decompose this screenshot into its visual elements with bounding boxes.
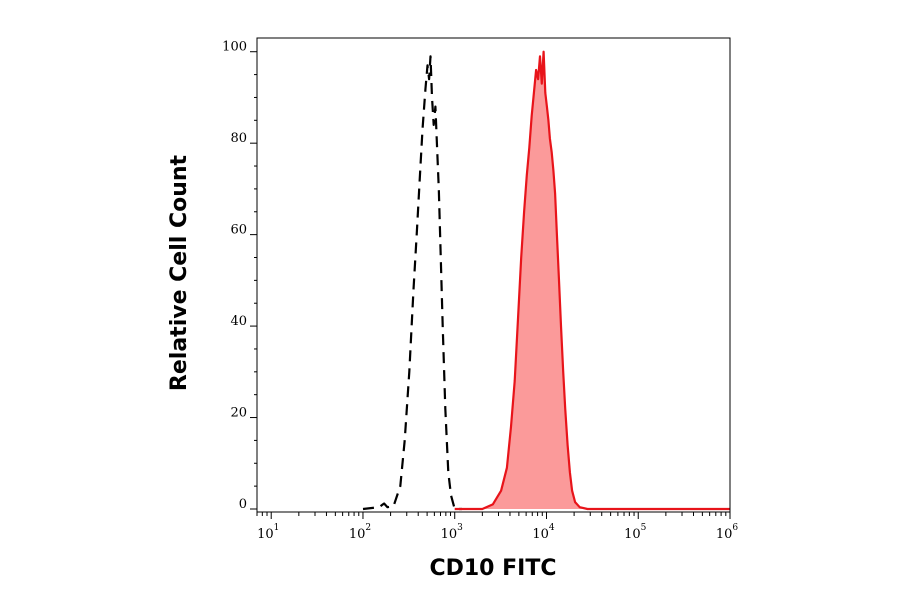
y-tick-label: 60 xyxy=(230,223,247,238)
series-fill-1 xyxy=(454,51,730,509)
x-axis: 101 102 103 104 105 106 xyxy=(256,512,739,542)
x-axis-title: CD10 FITC xyxy=(429,556,556,581)
series-layer xyxy=(362,50,730,511)
series-line-1 xyxy=(454,50,730,511)
x-tick-label: 103 xyxy=(441,523,464,542)
x-tick-label: 105 xyxy=(624,523,647,542)
y-tick-label: 40 xyxy=(230,314,247,329)
y-axis-title: Relative Cell Count xyxy=(167,154,192,391)
x-tick-label: 101 xyxy=(257,523,279,542)
y-axis: 0 20 40 60 80 100 xyxy=(222,40,257,512)
y-tick-label: 0 xyxy=(239,497,247,512)
series-line-0 xyxy=(362,55,462,511)
x-tick-label: 106 xyxy=(716,523,739,542)
y-tick-label: 20 xyxy=(230,406,247,421)
plot-frame xyxy=(256,37,731,513)
x-tick-label: 102 xyxy=(349,523,371,542)
x-tick-label: 104 xyxy=(532,523,555,542)
y-tick-label: 80 xyxy=(230,131,247,146)
y-tick-label: 100 xyxy=(222,40,247,55)
